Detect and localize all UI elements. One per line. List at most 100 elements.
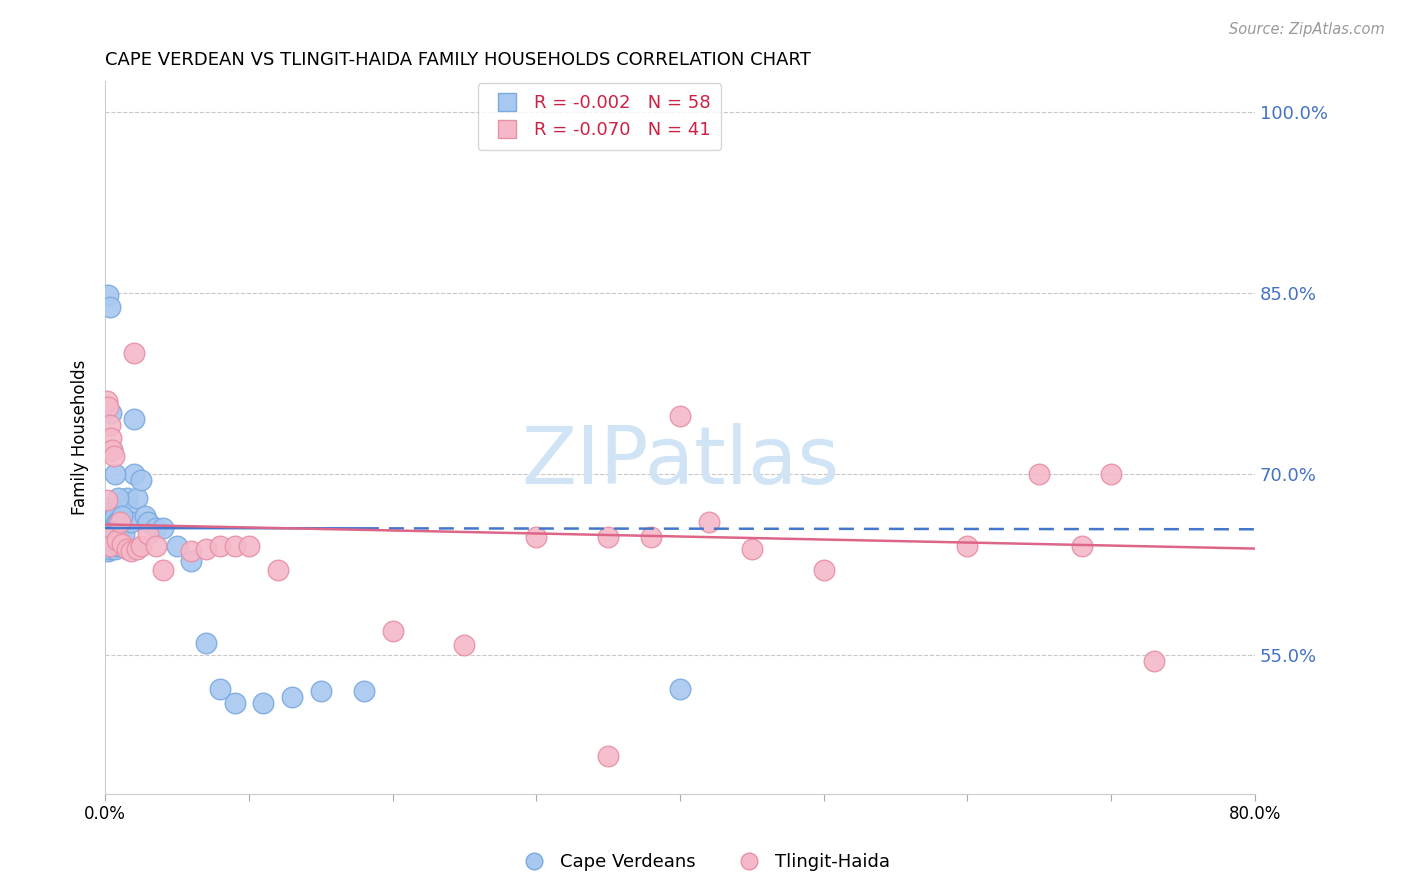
- Point: [129, 539, 152, 553]
- Point: [194, 541, 217, 556]
- Point: [107, 491, 129, 505]
- Point: [108, 515, 131, 529]
- Point: [96, 529, 118, 543]
- Point: [1071, 539, 1094, 553]
- Text: ZIPatlas: ZIPatlas: [522, 424, 839, 501]
- Point: [98, 539, 121, 553]
- Point: [209, 539, 232, 553]
- Point: [224, 539, 246, 553]
- Point: [669, 681, 692, 696]
- Point: [180, 554, 202, 568]
- Point: [103, 449, 125, 463]
- Point: [669, 409, 692, 423]
- Point: [266, 563, 288, 577]
- Point: [108, 539, 131, 553]
- Point: [97, 500, 120, 515]
- Point: [98, 515, 121, 529]
- Point: [98, 300, 121, 314]
- Legend: R = -0.002   N = 58, R = -0.070   N = 41: R = -0.002 N = 58, R = -0.070 N = 41: [478, 83, 721, 150]
- Point: [129, 473, 152, 487]
- Point: [122, 467, 145, 481]
- Point: [104, 541, 127, 556]
- Point: [101, 442, 124, 457]
- Point: [105, 533, 128, 548]
- Point: [524, 529, 547, 543]
- Point: [122, 346, 145, 360]
- Point: [598, 749, 620, 764]
- Point: [125, 541, 148, 556]
- Point: [100, 533, 122, 548]
- Point: [813, 563, 835, 577]
- Text: CAPE VERDEAN VS TLINGIT-HAIDA FAMILY HOUSEHOLDS CORRELATION CHART: CAPE VERDEAN VS TLINGIT-HAIDA FAMILY HOU…: [105, 51, 811, 69]
- Point: [107, 539, 129, 553]
- Point: [103, 521, 125, 535]
- Point: [97, 288, 120, 302]
- Point: [97, 529, 120, 543]
- Point: [105, 515, 128, 529]
- Point: [117, 500, 139, 515]
- Point: [96, 493, 118, 508]
- Point: [1028, 467, 1050, 481]
- Point: [97, 401, 120, 415]
- Point: [104, 524, 127, 539]
- Point: [110, 517, 132, 532]
- Point: [381, 624, 404, 638]
- Point: [1099, 467, 1122, 481]
- Y-axis label: Family Households: Family Households: [72, 359, 89, 516]
- Point: [96, 515, 118, 529]
- Point: [96, 394, 118, 409]
- Point: [134, 508, 156, 523]
- Point: [97, 544, 120, 558]
- Point: [353, 684, 375, 698]
- Point: [956, 539, 979, 553]
- Point: [145, 539, 167, 553]
- Point: [209, 681, 232, 696]
- Point: [136, 515, 159, 529]
- Point: [101, 517, 124, 532]
- Point: [598, 529, 620, 543]
- Point: [252, 696, 274, 710]
- Point: [238, 539, 260, 553]
- Point: [115, 541, 138, 556]
- Point: [152, 563, 174, 577]
- Point: [224, 696, 246, 710]
- Point: [166, 539, 188, 553]
- Point: [640, 529, 662, 543]
- Point: [120, 515, 142, 529]
- Point: [100, 517, 122, 532]
- Point: [180, 544, 202, 558]
- Point: [281, 690, 304, 704]
- Point: [96, 541, 118, 556]
- Point: [108, 515, 131, 529]
- Point: [107, 515, 129, 529]
- Point: [104, 508, 127, 523]
- Point: [125, 491, 148, 505]
- Point: [194, 636, 217, 650]
- Point: [136, 527, 159, 541]
- Point: [105, 533, 128, 548]
- Point: [453, 638, 475, 652]
- Point: [97, 515, 120, 529]
- Point: [111, 521, 134, 535]
- Point: [97, 529, 120, 543]
- Point: [101, 505, 124, 519]
- Point: [98, 418, 121, 433]
- Point: [98, 527, 121, 541]
- Point: [101, 442, 124, 457]
- Point: [100, 430, 122, 444]
- Point: [104, 467, 127, 481]
- Point: [122, 412, 145, 426]
- Point: [103, 539, 125, 553]
- Point: [309, 684, 332, 698]
- Text: Source: ZipAtlas.com: Source: ZipAtlas.com: [1229, 22, 1385, 37]
- Point: [103, 508, 125, 523]
- Legend: Cape Verdeans, Tlingit-Haida: Cape Verdeans, Tlingit-Haida: [509, 847, 897, 879]
- Point: [741, 541, 763, 556]
- Point: [115, 491, 138, 505]
- Point: [101, 533, 124, 548]
- Point: [120, 544, 142, 558]
- Point: [1143, 654, 1166, 668]
- Point: [697, 515, 720, 529]
- Point: [112, 527, 135, 541]
- Point: [145, 521, 167, 535]
